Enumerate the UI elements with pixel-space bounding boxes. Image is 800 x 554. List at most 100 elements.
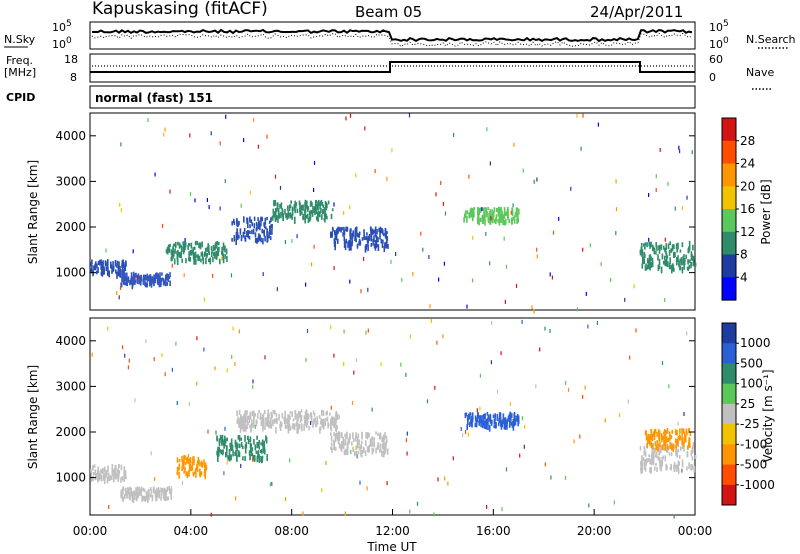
echo-noise <box>343 211 345 215</box>
echo-cell <box>665 436 668 443</box>
echo-cell <box>218 242 220 246</box>
echo-cell <box>145 275 148 281</box>
echo-cell <box>124 276 127 282</box>
echo-noise <box>401 277 403 282</box>
echo-cell <box>265 226 267 230</box>
echo-cell <box>651 257 654 262</box>
echo-cell <box>361 237 364 241</box>
echo-cell <box>640 243 643 250</box>
echo-cell <box>283 416 286 422</box>
echo-noise <box>108 505 110 509</box>
echo-cell <box>129 279 131 286</box>
echo-cell <box>499 417 502 422</box>
echo-cell <box>654 441 657 447</box>
echo-cell <box>275 208 277 215</box>
echo-noise <box>183 273 185 278</box>
echo-noise <box>551 275 553 280</box>
echo-noise <box>440 181 442 185</box>
echo-cell <box>515 415 517 422</box>
echo-cell <box>688 240 691 245</box>
echo-cell <box>480 420 482 425</box>
echo-cell <box>249 216 251 223</box>
echo-cell <box>333 238 336 244</box>
echo-cell <box>663 255 666 260</box>
echo-cell <box>366 232 368 236</box>
echo-cell <box>145 491 148 498</box>
echo-cell <box>150 276 152 282</box>
echo-cell <box>376 236 379 241</box>
echo-cell <box>288 204 291 212</box>
echo-cell <box>252 229 255 235</box>
echo-cell <box>242 231 245 238</box>
echo-noise <box>252 117 255 122</box>
echo-cell <box>669 466 672 471</box>
echo-cell <box>314 417 316 423</box>
echo-cell <box>117 477 119 482</box>
echo-cell <box>466 423 468 431</box>
echo-cell <box>464 413 467 419</box>
echo-noise <box>434 385 436 390</box>
echo-cell <box>100 469 102 473</box>
echo-noise <box>118 295 120 300</box>
echo-noise <box>597 122 599 127</box>
echo-cell <box>683 263 685 270</box>
echo-cell <box>498 210 500 217</box>
echo-noise <box>226 368 228 373</box>
echo-cell <box>471 424 473 428</box>
echo-cell <box>253 414 255 420</box>
echo-cell <box>676 430 678 436</box>
echo-noise <box>181 481 184 486</box>
echo-cell <box>484 207 486 211</box>
velocity-plot-frame <box>89 317 696 516</box>
echo-noise <box>558 216 560 221</box>
echo-cell <box>219 449 221 453</box>
echo-cell <box>296 208 299 214</box>
echo-cell <box>100 474 103 479</box>
frequency-line <box>90 61 695 73</box>
echo-cell <box>265 435 267 442</box>
echo-cell <box>263 229 265 237</box>
echo-cell <box>688 264 691 270</box>
echo-cell <box>93 464 96 468</box>
echo-cell <box>96 469 99 475</box>
echo-cell <box>673 461 676 467</box>
echo-noise <box>600 262 602 267</box>
noise-tick-bottom: 100 <box>52 36 72 51</box>
echo-cell <box>118 464 120 469</box>
echo-cell <box>656 440 659 446</box>
echo-cell <box>642 457 645 461</box>
echo-noise <box>582 113 584 118</box>
echo-cell <box>356 436 359 442</box>
echo-cell <box>155 272 157 277</box>
echo-cell <box>163 488 166 494</box>
xtick-label: 20:00 <box>577 524 612 538</box>
echo-cell <box>146 282 148 288</box>
echo-cell <box>288 213 291 217</box>
echo-cell <box>263 444 266 450</box>
echo-cell <box>363 232 365 239</box>
echo-cell <box>219 258 221 265</box>
echo-noise <box>116 291 118 295</box>
echo-cell <box>285 214 287 219</box>
echo-cell <box>349 435 351 440</box>
echo-cell <box>125 282 128 287</box>
echo-cell <box>204 252 207 256</box>
echo-cell <box>96 472 98 479</box>
echo-noise <box>349 279 351 284</box>
echo-cell <box>297 423 300 430</box>
echo-cell <box>248 450 251 456</box>
echo-noise <box>363 256 365 261</box>
echo-cell <box>385 435 388 443</box>
echo-cell <box>304 217 306 224</box>
echo-cell <box>664 432 667 440</box>
echo-cell <box>664 439 666 443</box>
echo-noise <box>276 287 278 292</box>
echo-cell <box>148 276 150 281</box>
echo-cell <box>183 470 185 474</box>
echo-cell <box>95 261 97 265</box>
echo-cell <box>138 275 141 280</box>
echo-cell <box>242 419 245 426</box>
echo-cell <box>91 259 93 265</box>
echo-cell <box>224 245 226 253</box>
echo-cell <box>306 415 308 422</box>
